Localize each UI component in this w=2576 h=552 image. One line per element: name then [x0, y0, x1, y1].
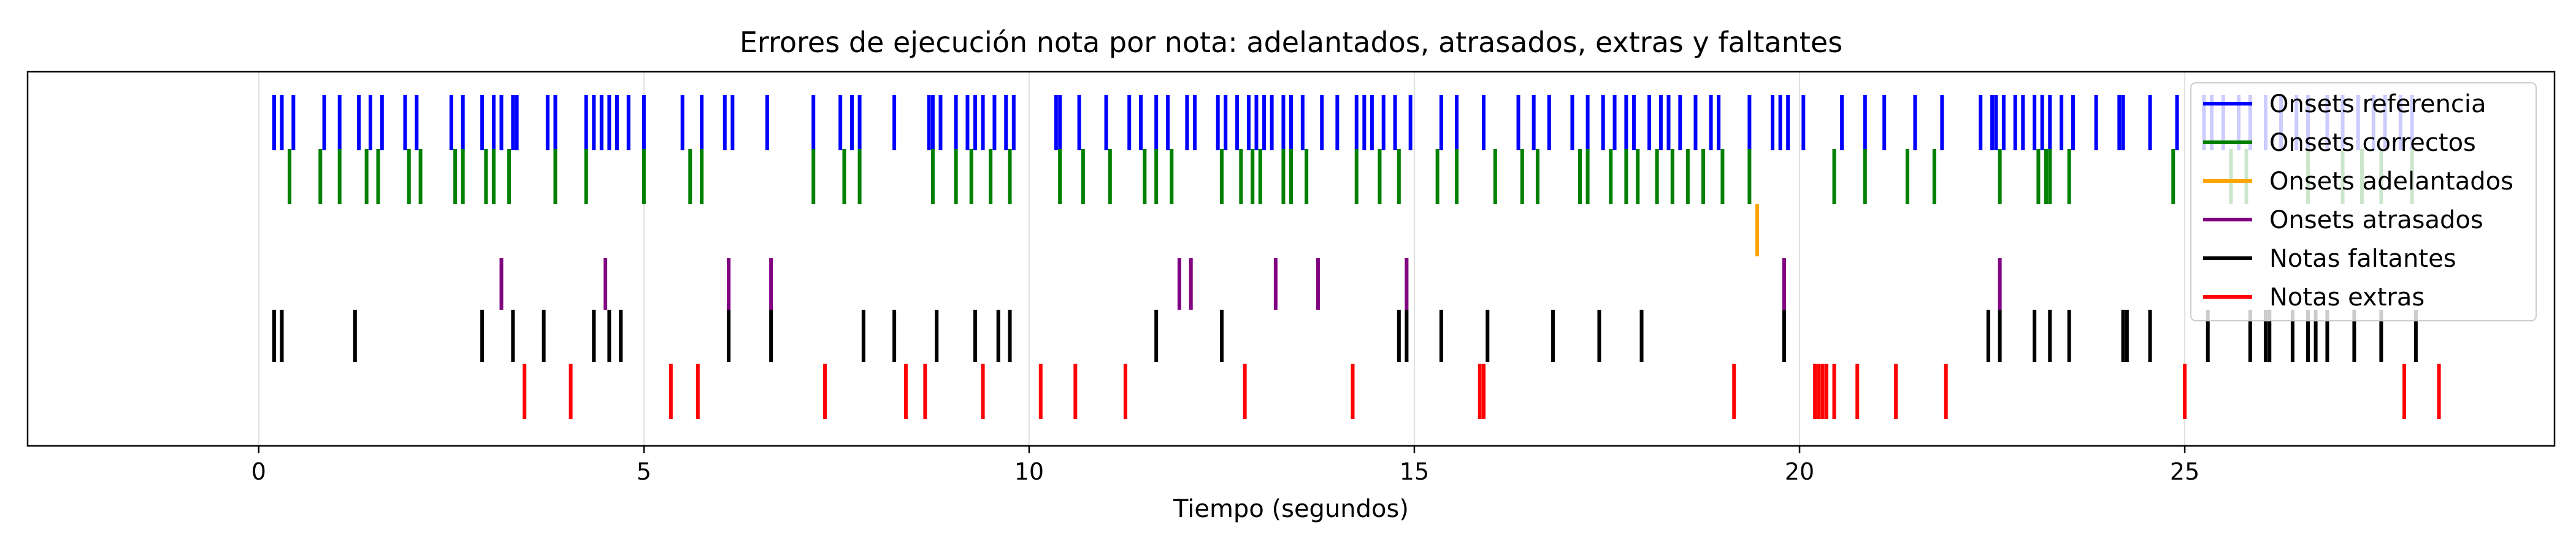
legend-label: Notas extras — [2269, 283, 2425, 312]
series-5 — [272, 310, 2418, 362]
legend: Onsets referencia Onsets correctos Onsets … — [2190, 82, 2537, 321]
legend-label: Onsets referencia — [2269, 90, 2486, 118]
series-1 — [272, 95, 2414, 150]
x-tick-label: 5 — [637, 458, 651, 485]
x-axis: 0 5 10 15 20 25 — [251, 446, 2199, 485]
x-tick-label: 15 — [1400, 458, 1429, 485]
legend-label: Onsets atrasados — [2269, 206, 2483, 234]
x-axis-label: Tiempo (segundos) — [1173, 495, 1409, 523]
chart-title: Errores de ejecución nota por nota: adel… — [740, 26, 1842, 59]
x-tick-label: 0 — [251, 458, 266, 485]
x-tick-label: 25 — [2170, 458, 2199, 485]
series-4 — [499, 258, 2002, 310]
x-tick-label: 10 — [1014, 458, 1044, 485]
series-6 — [523, 364, 2441, 419]
series-marks — [272, 95, 2441, 419]
legend-label: Notas faltantes — [2269, 245, 2456, 273]
plot-frame — [26, 71, 2556, 447]
x-tick-label: 20 — [1785, 458, 1814, 485]
legend-label: Onsets adelantados — [2269, 167, 2513, 196]
legend-label: Onsets correctos — [2269, 129, 2476, 157]
series-2 — [288, 149, 2414, 204]
legend-box — [2190, 82, 2537, 321]
